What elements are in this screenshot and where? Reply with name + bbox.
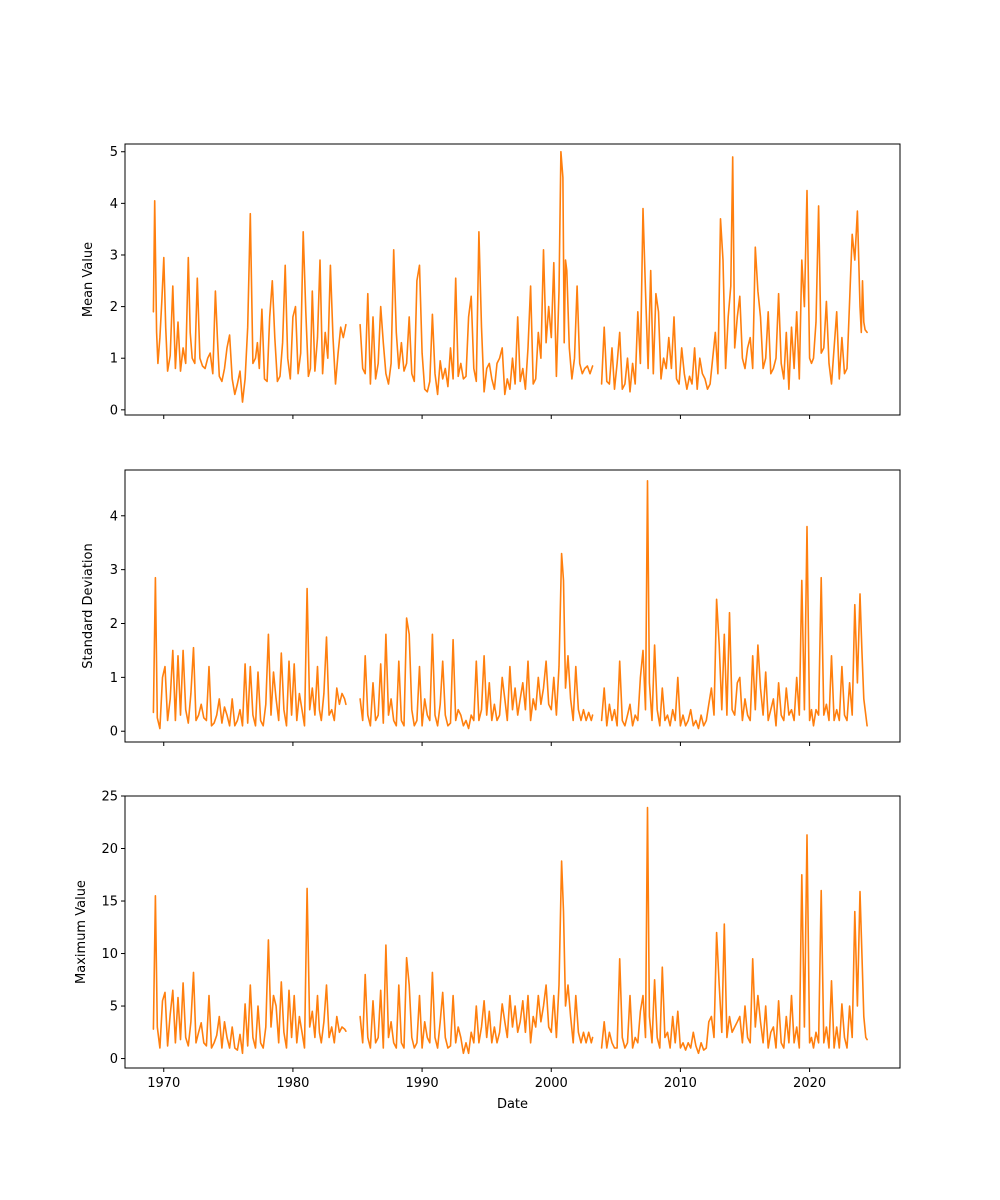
x-axis-label: Date [497,1097,528,1112]
series-line-segment-2 [359,552,594,730]
y-tick-label: 15 [101,895,118,910]
y-tick-label: 5 [110,145,118,160]
y-tick-label: 4 [110,509,118,524]
y-tick-label: 0 [110,403,118,418]
y-tick-label: 25 [101,790,118,805]
y-axis-label: Maximum Value [74,880,89,984]
axes-frame [124,795,901,1069]
y-tick-label: 10 [101,947,118,962]
series-line-segment-1 [152,887,347,1055]
series-line-segment-1 [152,576,347,730]
y-tick-label: 5 [110,1000,118,1015]
y-tick-label: 3 [110,248,118,263]
subplot-1: 0 1 2 3 4 5 Mean Value [81,143,901,419]
y-tick-label: 1 [110,671,118,686]
x-tick-label: 2000 [535,1076,568,1091]
series-line-segment-1 [152,200,347,403]
x-tick-label: 2010 [664,1076,697,1091]
y-axis-label: Mean Value [81,242,96,317]
y-tick-label: 2 [110,617,118,632]
subplot-3: 0 5 10 15 20 25 1970 1980 1990 2000 2010 2020 Maximu… [74,790,901,1112]
y-tick-label: 2 [110,300,118,315]
x-tick-label: 1970 [147,1076,180,1091]
subplot-2: 0 1 2 3 4 Standard Deviation [81,469,901,746]
series-line-segment-3 [600,806,868,1055]
x-tick-label: 2020 [793,1076,826,1091]
x-tick-label: 1980 [276,1076,309,1091]
y-tick-label: 3 [110,563,118,578]
axes-frame [124,469,901,743]
y-tick-label: 1 [110,352,118,367]
axes-frame [124,143,901,416]
y-axis-label: Standard Deviation [81,543,96,668]
y-tick-label: 20 [101,842,118,857]
series-line-segment-3 [600,156,868,393]
series-line-segment-3 [600,479,868,730]
y-tick-label: 0 [110,725,118,740]
y-tick-label: 4 [110,197,118,212]
x-tick-label: 1990 [406,1076,439,1091]
series-line-segment-2 [359,860,594,1055]
series-line-segment-2 [359,150,594,396]
y-tick-label: 0 [110,1052,118,1067]
